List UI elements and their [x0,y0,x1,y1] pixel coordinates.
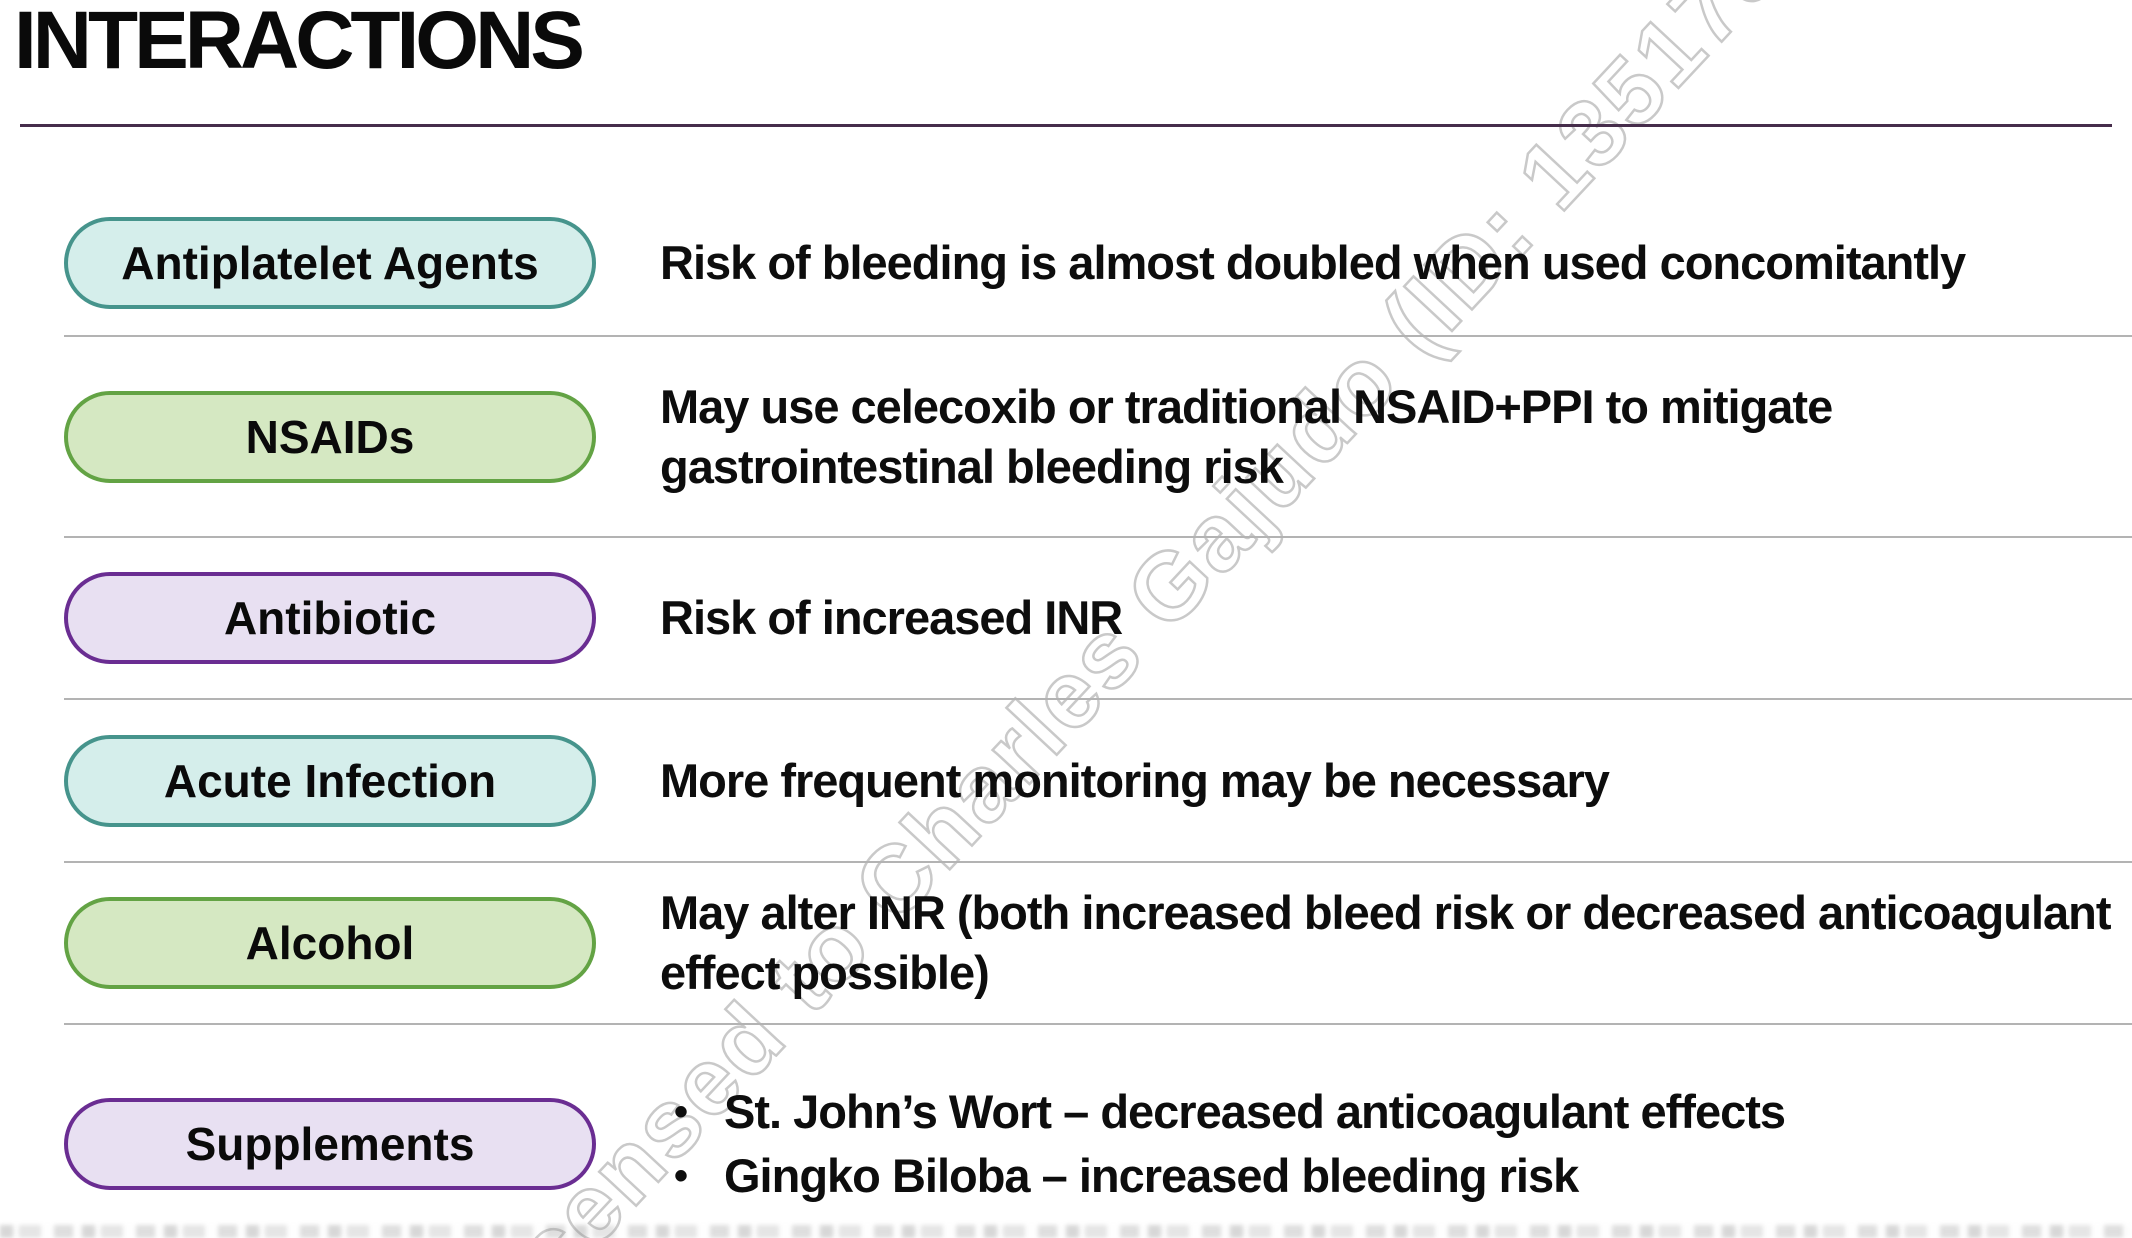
pill-acute-infection: Acute Infection [64,734,596,827]
row-description: May alter INR (both increased bleed risk… [660,886,2112,999]
pill-label: Antiplatelet Agents [121,236,539,289]
bullet-icon: • [674,1089,688,1134]
row-antiplatelet-agents: Antiplatelet Agents Risk of bleeding is … [64,190,2132,337]
pill-alcohol: Alcohol [64,897,596,989]
pill-antibiotic: Antibiotic [64,572,596,664]
row-alcohol: Alcohol May alter INR (both increased bl… [64,863,2132,1025]
bullet-text: Gingko Biloba – increased bleeding risk [724,1148,1579,1202]
list-item: • Gingko Biloba – increased bleeding ris… [660,1144,1785,1208]
row-nsaids: NSAIDs May use celecoxib or traditional … [64,337,2132,538]
interaction-rows: Antiplatelet Agents Risk of bleeding is … [64,190,2132,1236]
row-antibiotic: Antibiotic Risk of increased INR [64,538,2132,700]
pill-label: Antibiotic [223,592,437,644]
row-supplements: Supplements • St. John’s Wort – decrease… [64,1025,2132,1236]
list-item: • St. John’s Wort – decreased anticoagul… [660,1080,1786,1144]
row-description: Risk of bleeding is almost doubled when … [660,235,1966,289]
title-rule [20,124,2112,127]
pill-nsaids: NSAIDs [64,390,596,483]
row-description: May use celecoxib or traditional NSAID+P… [660,379,1833,493]
cutoff-text-strip [0,1225,2132,1238]
row-description: More frequent monitoring may be necessar… [660,753,1610,807]
pill-label: Acute Infection [163,754,497,807]
pill-antiplatelet-agents: Antiplatelet Agents [64,216,596,309]
supplements-bullet-list: • St. John’s Wort – decreased anticoagul… [660,1080,1786,1208]
pill-supplements: Supplements [64,1097,596,1190]
row-acute-infection: Acute Infection More frequent monitoring… [64,700,2132,863]
page-title: INTERACTIONS [14,0,585,86]
bullet-icon: • [674,1153,688,1198]
pill-label: NSAIDs [245,410,415,463]
row-description: Risk of increased INR [660,591,1123,644]
pill-label: Alcohol [245,917,415,969]
bullet-text: St. John’s Wort – decreased anticoagulan… [724,1084,1786,1138]
pill-label: Supplements [185,1117,475,1170]
